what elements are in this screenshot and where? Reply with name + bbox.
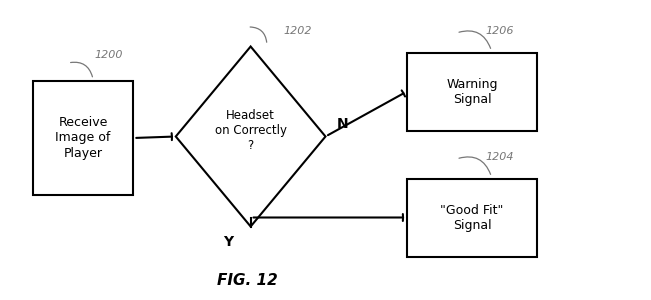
FancyBboxPatch shape [407,178,537,256]
FancyBboxPatch shape [407,52,537,130]
Text: N: N [337,118,349,131]
Text: Headset
on Correctly
?: Headset on Correctly ? [215,109,286,152]
Text: Receive
Image of
Player: Receive Image of Player [55,116,111,160]
Text: 1206: 1206 [485,26,514,36]
Text: Warning
Signal: Warning Signal [446,77,498,106]
Text: Y: Y [223,236,233,250]
Text: FIG. 12: FIG. 12 [217,273,278,288]
Polygon shape [176,46,326,226]
Text: 1202: 1202 [283,26,312,36]
Text: 1204: 1204 [485,152,514,162]
Text: "Good Fit"
Signal: "Good Fit" Signal [440,203,504,232]
FancyBboxPatch shape [33,81,133,195]
Text: 1200: 1200 [94,50,123,60]
